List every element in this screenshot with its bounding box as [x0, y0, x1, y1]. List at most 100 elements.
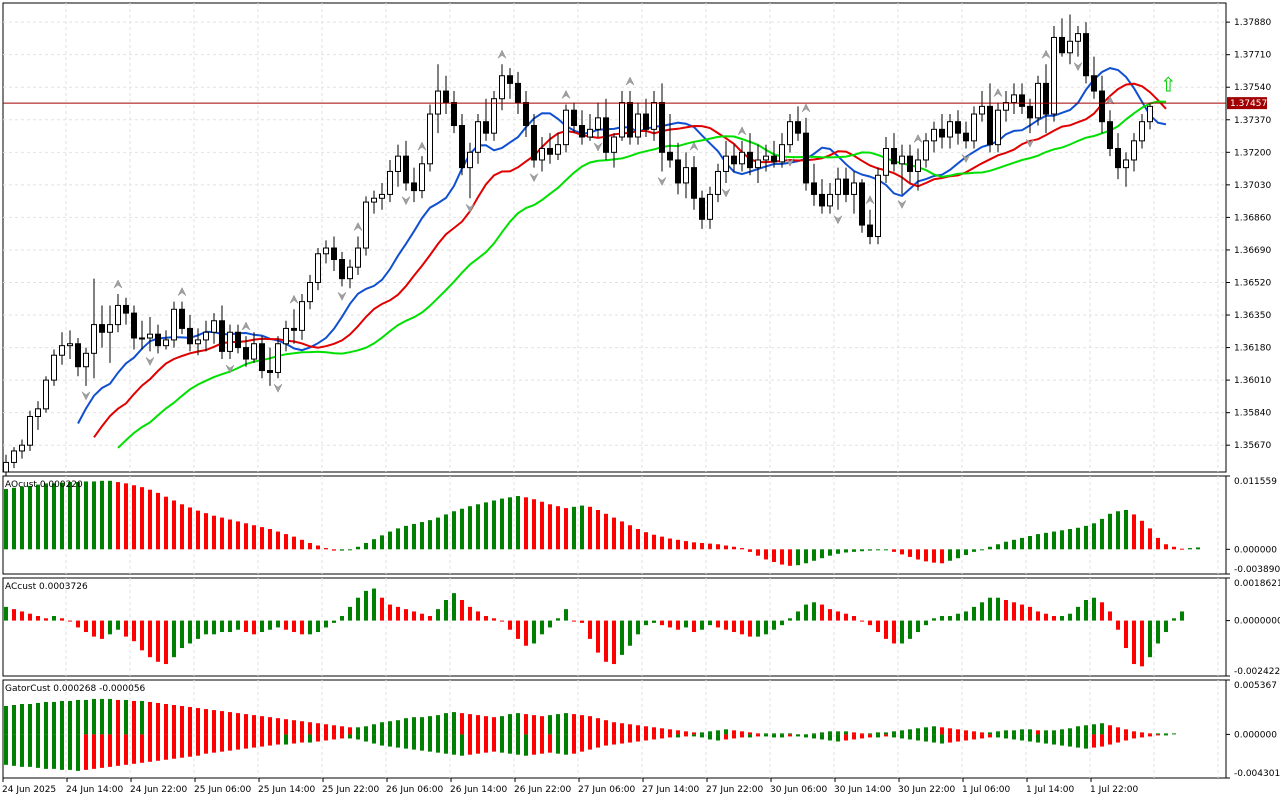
ao-bar [1004, 541, 1008, 550]
candle-bear [99, 324, 105, 333]
ac-panel[interactable]: 0.0018621 0.0000000 -0.0024225 [2, 577, 1280, 677]
ac-bar [676, 620, 680, 630]
gator-bar [148, 734, 152, 762]
ac-bar [1012, 602, 1016, 621]
ao-panel[interactable]: 0.011559 0.000000 -0.003890 [2, 475, 1280, 575]
ac-bar [612, 620, 616, 665]
ao-bar [516, 496, 520, 550]
gator-bar [60, 734, 64, 770]
gator-bar [572, 714, 576, 735]
gator-bar [324, 734, 328, 741]
gator-bar [260, 734, 264, 747]
ac-bar [740, 620, 744, 635]
gator-bar [404, 718, 408, 735]
ao-bar [276, 531, 280, 550]
gator-bar [860, 733, 864, 735]
time-label: 27 Jun 14:00 [642, 785, 699, 795]
gator-bar [164, 734, 168, 760]
fractal-up-icon [497, 49, 507, 59]
main-price-panel[interactable]: 1.37880 1.37710 1.37540 1.37370 1.37200 1.370… [2, 2, 1271, 482]
gator-bar [820, 734, 824, 740]
ao-bar [452, 511, 456, 550]
ao-bar [612, 517, 616, 550]
price-tick-label: 1.35670 [1234, 441, 1271, 451]
ac-bar [924, 620, 928, 626]
gator-bar [468, 734, 472, 755]
candle-bear [1059, 36, 1065, 54]
candle-bear [667, 151, 673, 161]
gator-bar [1092, 734, 1096, 748]
ac-bar [492, 618, 496, 621]
ac-bar [204, 620, 208, 635]
ac-bar [388, 604, 392, 621]
candle-bull [387, 170, 393, 195]
gator-bar [484, 734, 488, 753]
fractal-down-icon [273, 384, 283, 393]
gator-bar [444, 734, 448, 754]
ao-bar [348, 549, 352, 551]
candle-bear [771, 155, 777, 163]
gator-bar [460, 713, 464, 735]
ac-bar [1108, 611, 1112, 621]
gator-bar [276, 734, 280, 745]
gator-bar [100, 734, 104, 768]
ac-bar [436, 609, 440, 621]
ao-bar [644, 532, 648, 550]
gator-bar [940, 734, 944, 744]
gator-bar [76, 699, 80, 735]
ao-bar [156, 492, 160, 550]
candle-bear [939, 128, 945, 138]
gator-bar [44, 734, 48, 769]
gator-bar [756, 734, 760, 737]
candle-bull [59, 345, 65, 356]
gator-bar [84, 699, 88, 735]
fractal-down-icon [337, 292, 347, 301]
ao-bar [988, 546, 992, 550]
gator-bar [276, 718, 280, 735]
gator-bar [844, 734, 848, 741]
gator-bar [532, 734, 536, 755]
gator-bar [1116, 734, 1120, 743]
candle-bear [267, 370, 273, 373]
gator-bar [588, 734, 592, 750]
candle-bear [907, 155, 913, 172]
gator-panel[interactable]: 0.005367 0.000000 -0.004301 [2, 679, 1280, 779]
candle-bull [347, 266, 353, 280]
gator-bar [284, 719, 288, 735]
gator-bar [836, 734, 840, 742]
ao-bar [84, 481, 88, 550]
ac-bar [116, 620, 120, 630]
ac-bar [620, 620, 624, 655]
candle-bull [923, 140, 929, 161]
ao-bar [404, 525, 408, 550]
ac-bar [732, 620, 736, 633]
gator-bar [124, 734, 128, 765]
gator-bar [372, 724, 376, 735]
candle-bear [843, 178, 849, 195]
gator-bar [356, 727, 360, 735]
time-label: 30 Jun 22:00 [898, 785, 955, 795]
gator-bar [364, 726, 368, 735]
ac-tick-label: 0.0000000 [1234, 617, 1280, 627]
gator-bar [916, 734, 920, 741]
fractal-up-icon [625, 76, 635, 86]
gator-bar [788, 733, 792, 735]
candle-bull [851, 182, 857, 195]
ao-bar [604, 513, 608, 550]
candle-bull [1147, 105, 1153, 123]
gator-bar [348, 734, 352, 739]
candle-bull [171, 308, 177, 341]
gator-bar [540, 734, 544, 754]
fractal-down-icon [721, 188, 731, 198]
candle-bull [371, 197, 377, 203]
candle-bull [1067, 40, 1073, 54]
price-tick-label: 1.36350 [1234, 311, 1271, 321]
ac-bar [364, 590, 368, 621]
ao-bar [436, 517, 440, 550]
ac-bar [1172, 618, 1176, 621]
ao-bar [204, 513, 208, 550]
ao-bar [1132, 514, 1136, 550]
ao-bar [300, 539, 304, 550]
ao-bar [44, 483, 48, 550]
